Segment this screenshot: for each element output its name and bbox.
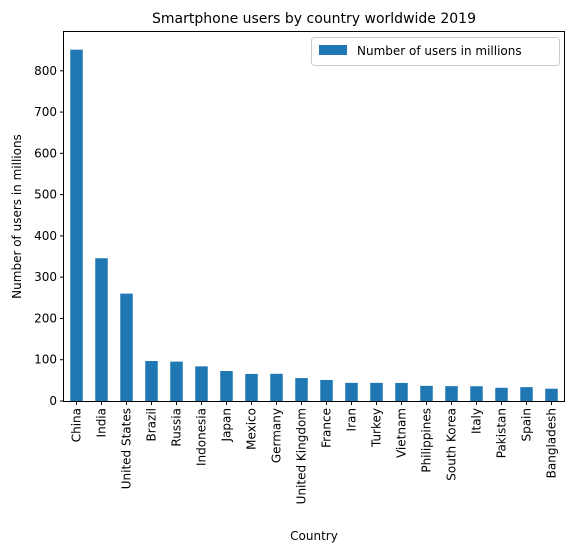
bar-philippines (420, 385, 433, 401)
bar-italy (470, 386, 483, 401)
bar-mexico (245, 373, 258, 401)
bar-india (95, 258, 108, 401)
x-tick-label: Germany (270, 408, 284, 463)
x-tick-label: Pakistan (495, 408, 509, 458)
bar-pakistan (495, 387, 508, 401)
x-tick-label: Turkey (370, 408, 384, 448)
y-tick-label: 600 (34, 146, 57, 160)
plot-frame (63, 31, 565, 402)
x-tick-label: Brazil (145, 408, 159, 442)
bar-indonesia (195, 366, 208, 401)
bar-iran (345, 382, 358, 401)
x-tick-label: South Korea (445, 408, 459, 481)
bar-united-states (120, 293, 133, 401)
bar-turkey (370, 382, 383, 401)
x-axis-ticks: China India United States Brazil Russia Indon… (70, 401, 559, 504)
bar-bangladesh (545, 388, 558, 401)
legend-label: Number of users in millions (357, 44, 522, 58)
legend-swatch (319, 45, 347, 55)
bar-united-kingdom (295, 378, 308, 401)
x-tick-label: Philippines (420, 408, 434, 473)
bar-france (320, 379, 333, 401)
y-tick-label: 800 (34, 64, 57, 78)
bar-vietnam (395, 382, 408, 401)
bar-brazil (145, 361, 158, 401)
x-tick-label: India (95, 408, 109, 437)
x-tick-label: Italy (470, 408, 484, 434)
y-tick-label: 300 (34, 270, 57, 284)
y-axis-ticks: 0 100 200 300 400 500 600 700 800 (34, 64, 64, 408)
x-tick-label: Russia (170, 408, 184, 447)
y-tick-label: 500 (34, 188, 57, 202)
bar-japan (220, 371, 233, 401)
x-tick-label: Indonesia (195, 408, 209, 466)
x-tick-label: Bangladesh (545, 408, 559, 478)
x-tick-label: China (70, 408, 84, 442)
x-tick-label: Vietnam (395, 408, 409, 458)
legend-box (311, 37, 560, 66)
y-tick-label: 400 (34, 229, 57, 243)
bar-spain (520, 387, 533, 401)
bars (70, 49, 558, 402)
y-tick-label: 200 (34, 311, 57, 325)
y-tick-label: 0 (49, 394, 57, 408)
x-tick-label: France (320, 408, 334, 448)
bar-china (70, 49, 83, 402)
y-tick-label: 700 (34, 105, 57, 119)
x-tick-label: Spain (520, 408, 534, 442)
x-tick-label: United States (120, 408, 134, 489)
y-tick-label: 100 (34, 353, 57, 367)
x-tick-label: Iran (345, 408, 359, 431)
x-tick-label: Mexico (245, 408, 259, 450)
chart-title: Smartphone users by country worldwide 20… (152, 11, 476, 27)
bar-germany (270, 373, 283, 401)
x-tick-label: United Kingdom (295, 408, 309, 504)
bar-russia (170, 361, 183, 401)
y-axis-label: Number of users in millions (10, 134, 24, 299)
x-tick-label: Japan (220, 408, 234, 442)
bar-south-korea (445, 386, 458, 401)
x-axis-label: Country (290, 529, 338, 543)
legend: Number of users in millions (311, 37, 560, 66)
